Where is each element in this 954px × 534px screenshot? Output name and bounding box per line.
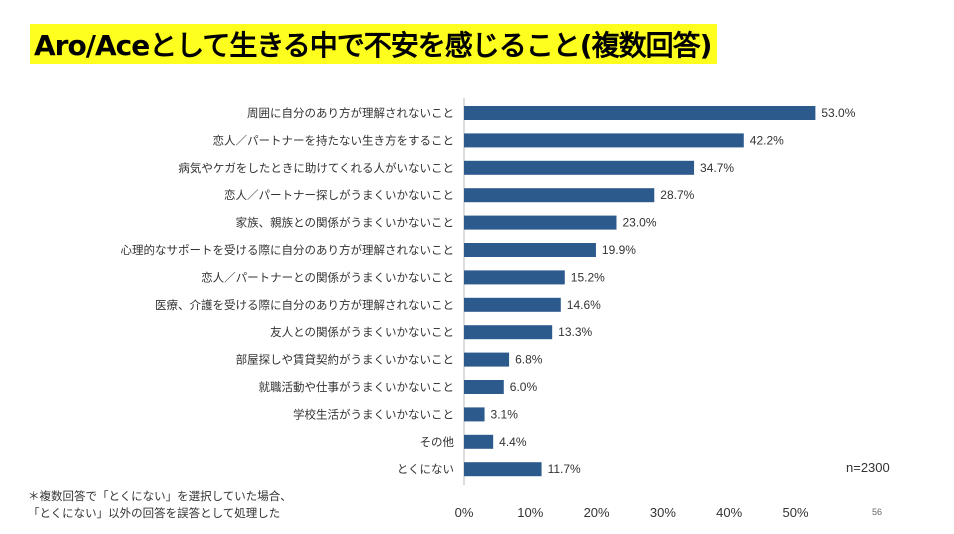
category-label: 心理的なサポートを受ける際に自分のあり方が理解されないこと bbox=[121, 243, 455, 257]
bar bbox=[464, 160, 695, 175]
data-label: 15.2% bbox=[571, 270, 605, 284]
x-tick-label: 40% bbox=[716, 505, 742, 520]
data-label: 11.7% bbox=[548, 462, 581, 476]
data-label: 13.3% bbox=[558, 325, 592, 339]
bar bbox=[464, 462, 542, 477]
bar bbox=[464, 325, 553, 340]
data-label: 19.9% bbox=[602, 243, 636, 257]
bar bbox=[464, 434, 494, 449]
slide-title: Aro/Aceとして生きる中で不安を感じること(複数回答) bbox=[30, 24, 718, 64]
data-label: 4.4% bbox=[499, 435, 527, 449]
page-number: 56 bbox=[872, 507, 883, 517]
bar bbox=[464, 133, 744, 148]
bar bbox=[464, 215, 617, 230]
data-label: 28.7% bbox=[660, 188, 694, 202]
footnote-line-2: 「とくにない」以外の回答を誤答として処理した bbox=[28, 506, 281, 520]
category-label: 病気やケガをしたときに助けてくれる人がいないこと bbox=[178, 161, 454, 175]
bar bbox=[464, 407, 485, 422]
sample-size-label: n=2300 bbox=[846, 460, 890, 475]
category-label: 周囲に自分のあり方が理解されないこと bbox=[247, 106, 454, 120]
data-label: 42.2% bbox=[750, 133, 784, 147]
category-label: 恋人／パートナーとの関係がうまくいかないこと bbox=[201, 270, 454, 284]
x-tick-label: 10% bbox=[517, 505, 543, 520]
x-tick-label: 20% bbox=[584, 505, 610, 520]
data-label: 23.0% bbox=[622, 216, 656, 230]
category-label: 友人との関係がうまくいかないこと bbox=[270, 325, 454, 339]
category-label: その他 bbox=[420, 435, 455, 449]
bar bbox=[464, 243, 596, 257]
bar bbox=[464, 106, 816, 120]
footnote: ＊複数回答で「とくにない」を選択していた場合、 「とくにない」以外の回答を誤答と… bbox=[28, 488, 292, 522]
data-label: 34.7% bbox=[700, 161, 734, 175]
x-tick-label: 50% bbox=[782, 505, 808, 520]
data-label: 6.8% bbox=[515, 353, 543, 367]
category-label: 医療、介護を受ける際に自分のあり方が理解されないこと bbox=[155, 298, 454, 312]
x-tick-label: 0% bbox=[455, 505, 474, 520]
x-tick-label: 30% bbox=[650, 505, 676, 520]
category-label: 部屋探しや賃貸契約がうまくいかないこと bbox=[236, 353, 454, 367]
data-label: 53.0% bbox=[821, 106, 855, 120]
bar bbox=[464, 270, 565, 285]
data-label: 6.0% bbox=[510, 380, 538, 394]
footnote-line-1: ＊複数回答で「とくにない」を選択していた場合、 bbox=[28, 489, 292, 503]
data-label: 14.6% bbox=[567, 298, 601, 312]
bar bbox=[464, 297, 561, 312]
category-label: 恋人／パートナーを持たない生き方をすること bbox=[213, 133, 455, 147]
bar bbox=[464, 188, 655, 203]
bar bbox=[464, 380, 504, 394]
category-label: 家族、親族との関係がうまくいかないこと bbox=[236, 216, 454, 230]
category-label: 学校生活がうまくいかないこと bbox=[293, 407, 454, 421]
slide-title-text: Aro/Aceとして生きる中で不安を感じること(複数回答) bbox=[34, 29, 712, 62]
data-label: 3.1% bbox=[491, 407, 519, 421]
category-label: 就職活動や仕事がうまくいかないこと bbox=[259, 380, 455, 394]
category-label: 恋人／パートナー探しがうまくいかないこと bbox=[224, 188, 454, 202]
category-label: とくにない bbox=[397, 462, 454, 476]
bar bbox=[464, 352, 510, 367]
